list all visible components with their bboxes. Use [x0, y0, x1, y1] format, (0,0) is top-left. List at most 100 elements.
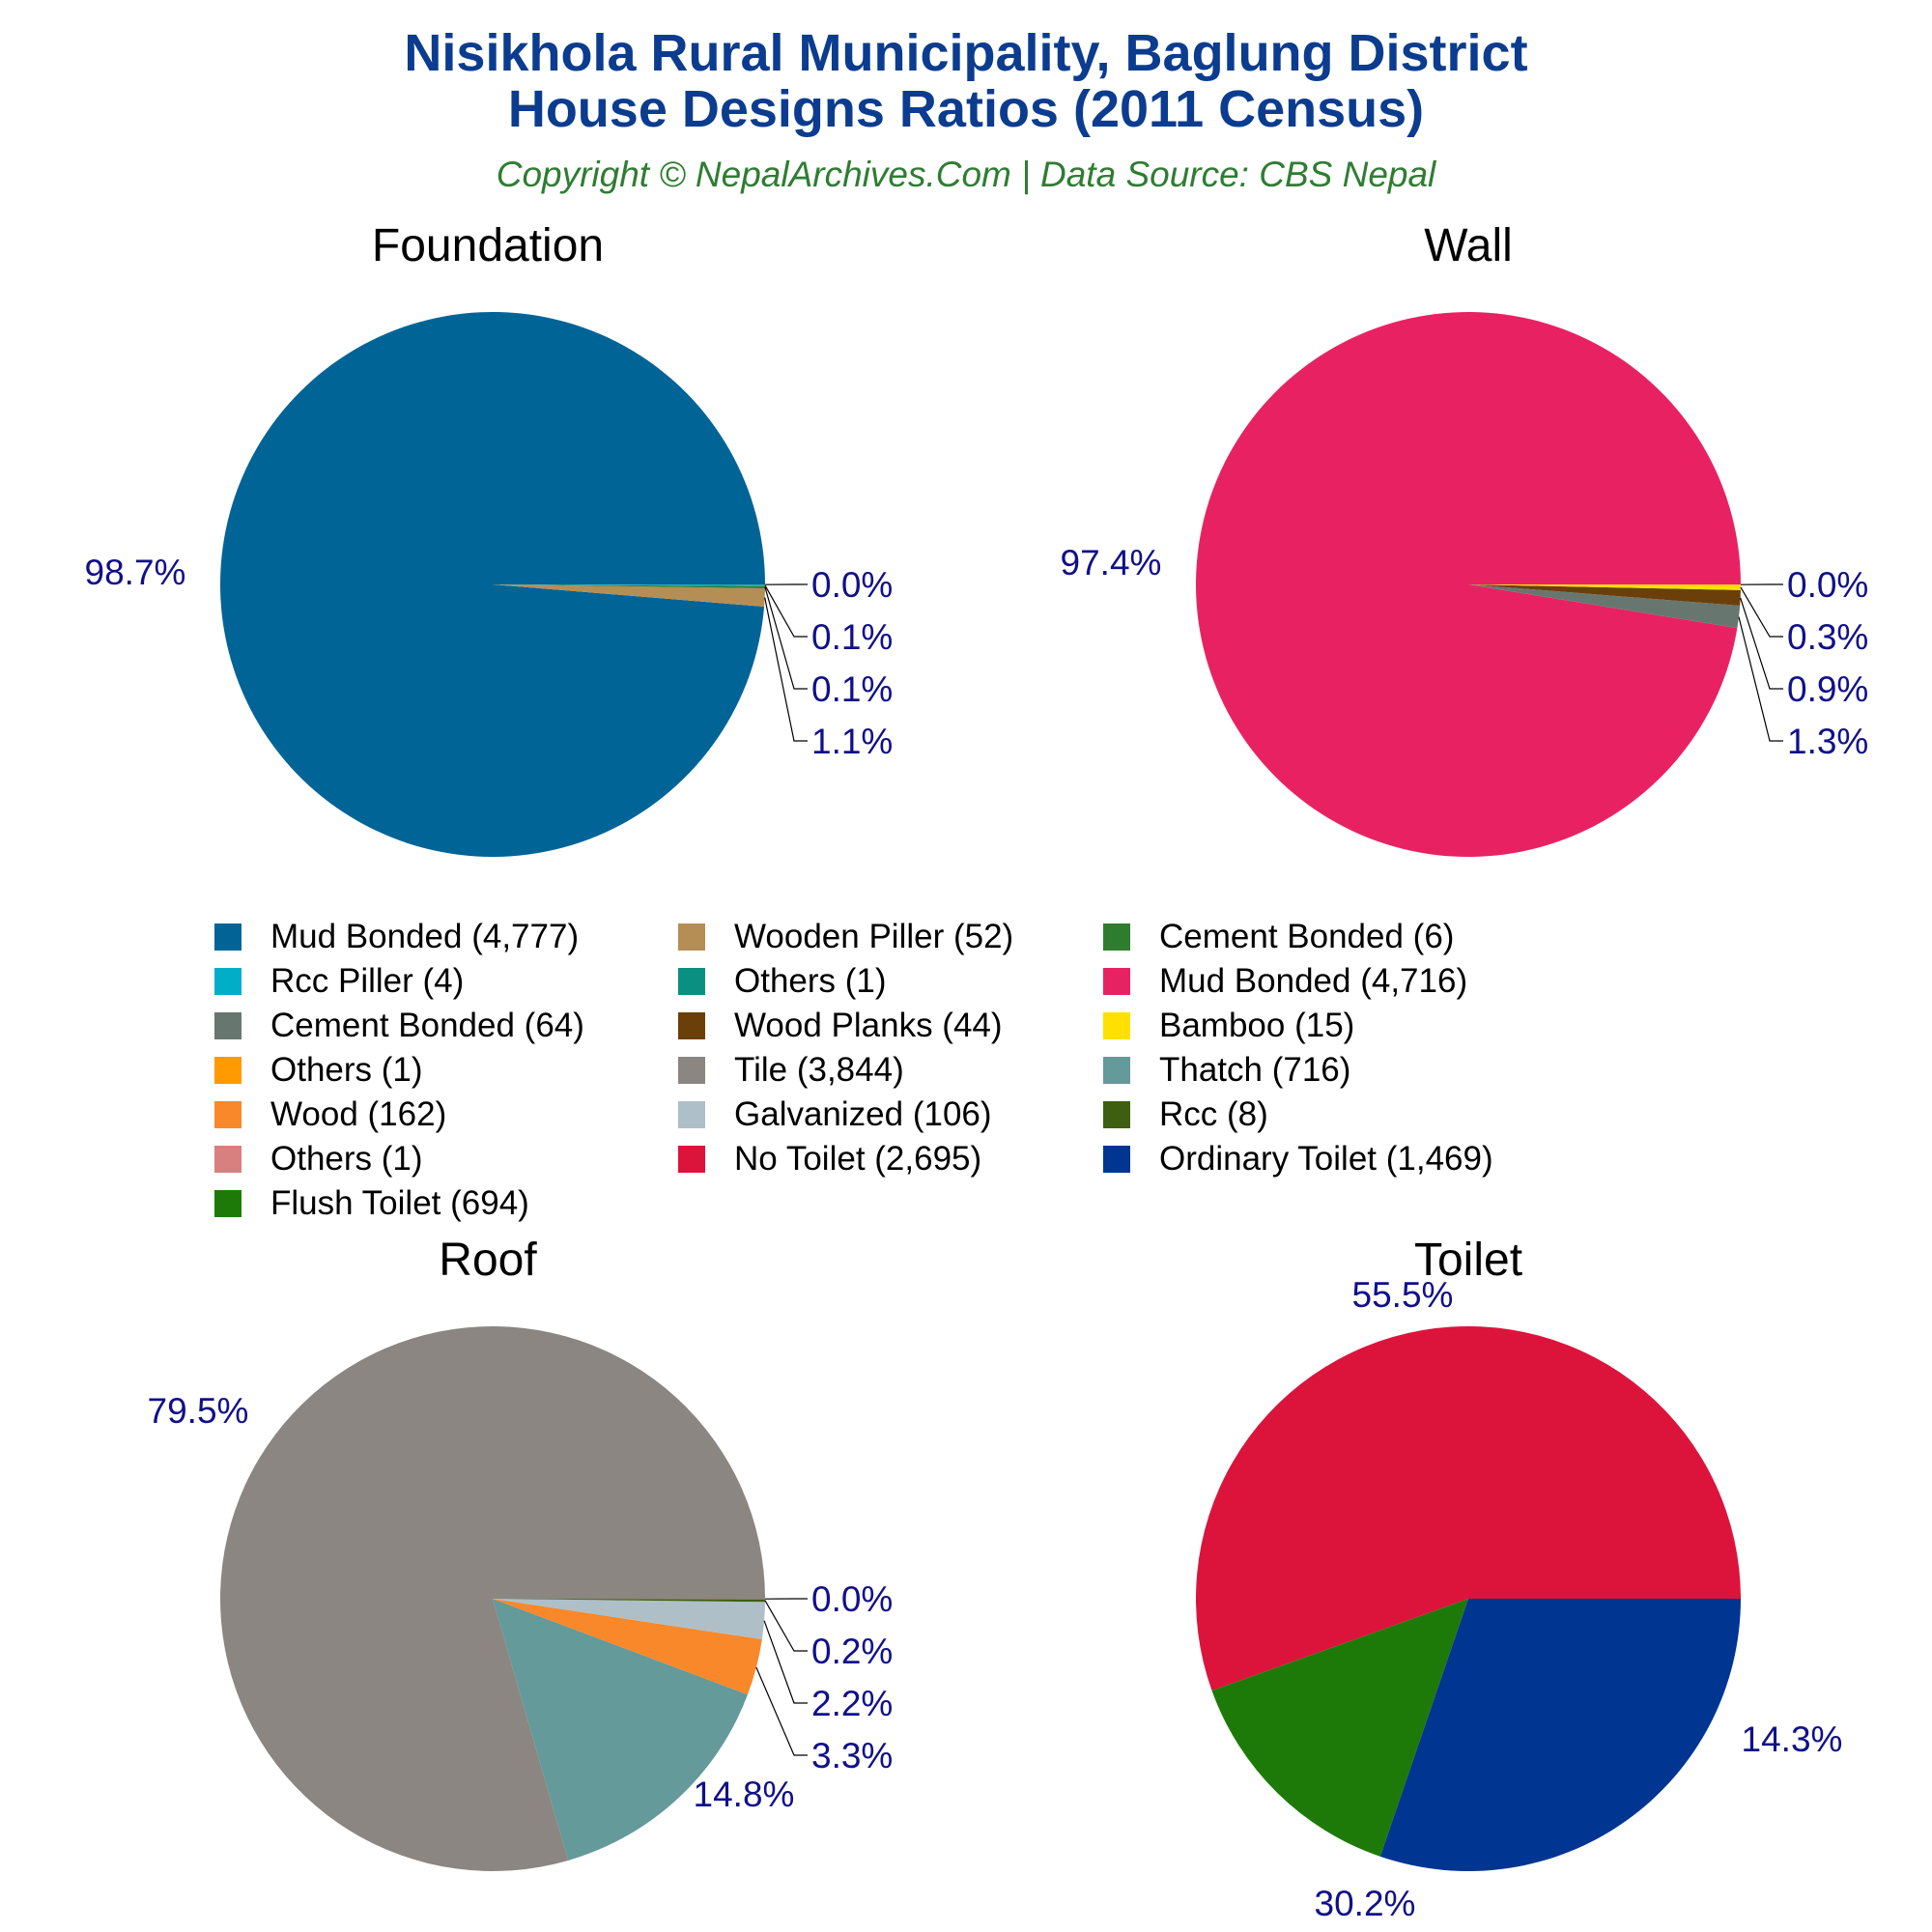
pct-label: 1.1% — [811, 722, 893, 761]
pie-title: Toilet — [1414, 1235, 1522, 1286]
pie-title: Roof — [439, 1235, 537, 1286]
legend-swatch — [214, 1057, 242, 1084]
slice-bamboo — [1468, 584, 1741, 590]
legend-swatch — [678, 1012, 705, 1039]
pie-title: Foundation — [372, 220, 604, 271]
legend-swatch — [214, 1146, 242, 1173]
callout-line — [1740, 597, 1783, 690]
slice-no-toilet — [1195, 1325, 1741, 1691]
legend-label: Wood Planks (44) — [734, 1007, 1003, 1044]
pie-foundation: Foundation 98.7% 0.0% 0.1% 0.1% 1.1% — [85, 220, 893, 857]
legend-swatch — [214, 1101, 242, 1128]
legend-swatch — [678, 1101, 705, 1128]
legend-label: Wood (162) — [270, 1095, 447, 1133]
legend-label: Others (1) — [270, 1140, 423, 1178]
pct-label: 55.5% — [1352, 1275, 1454, 1315]
slice-mud-bonded — [1195, 311, 1741, 857]
callout-line — [1740, 586, 1783, 638]
title-line-2: House Designs Ratios (2011 Census) — [507, 80, 1425, 138]
legend-label: Cement Bonded (6) — [1159, 918, 1455, 955]
legend-swatch — [1103, 1101, 1130, 1128]
pct-label: 30.2% — [1315, 1884, 1416, 1923]
legend-item: Wooden Piller (52) — [678, 918, 1013, 956]
legend-item: Rcc (8) — [1103, 1095, 1268, 1134]
pct-label: 0.1% — [811, 617, 893, 657]
callout-line — [763, 1620, 808, 1704]
callout-line — [1738, 616, 1783, 742]
legend-label: Tile (3,844) — [734, 1051, 904, 1089]
slice-cement-bonded — [493, 584, 765, 589]
slice-cement-bonded — [1468, 584, 1741, 629]
pct-label: 0.2% — [811, 1632, 893, 1671]
legend-label: Mud Bonded (4,777) — [270, 918, 580, 955]
callout-line — [764, 586, 808, 690]
pie-wall: Wall 97.4% 0.0% 0.3% 0.9% 1.3% — [1061, 220, 1868, 857]
legend-label: Cement Bonded (64) — [270, 1007, 584, 1044]
legend-label: Others (1) — [270, 1051, 423, 1089]
legend-label: Mud Bonded (4,716) — [1159, 962, 1468, 1000]
legend-item: Flush Toilet (694) — [214, 1184, 529, 1223]
slice-ordinary-toilet — [1379, 1599, 1741, 1871]
legend-label: Bamboo (15) — [1159, 1007, 1355, 1044]
legend-swatch — [678, 923, 705, 951]
legend-swatch — [214, 968, 242, 995]
slice-galvanized — [493, 1599, 765, 1639]
legend-item: Cement Bonded (6) — [1103, 918, 1454, 956]
slice-flush-toilet — [1211, 1599, 1468, 1857]
slice-rcc-piller — [493, 584, 765, 586]
legend-item: Tile (3,844) — [678, 1051, 904, 1090]
legend-item: Mud Bonded (4,716) — [1103, 962, 1467, 1001]
callout-line — [755, 1666, 808, 1756]
legend-item: No Toilet (2,695) — [678, 1140, 981, 1179]
slice-tile — [219, 1326, 765, 1872]
pct-label: 79.5% — [148, 1391, 249, 1431]
legend-swatch — [1103, 923, 1130, 951]
legend-swatch — [1103, 1012, 1130, 1039]
legend-item: Mud Bonded (4,777) — [214, 918, 579, 956]
pct-label: 0.1% — [811, 669, 893, 709]
pct-label: 3.3% — [811, 1736, 893, 1776]
legend-item: Wood Planks (44) — [678, 1007, 1003, 1045]
legend-item: Others (1) — [214, 1140, 423, 1179]
pct-label: 0.9% — [1787, 669, 1868, 709]
pct-label: 1.3% — [1787, 722, 1868, 761]
legend-label: Flush Toilet (694) — [270, 1184, 529, 1222]
legend-item: Cement Bonded (64) — [214, 1007, 584, 1045]
legend-label: No Toilet (2,695) — [734, 1140, 982, 1178]
pct-label: 0.0% — [811, 1579, 893, 1619]
chart-subtitle: Copyright © NepalArchives.Com | Data Sou… — [496, 155, 1436, 194]
title-line-1: Nisikhola Rural Municipality, Baglung Di… — [404, 24, 1528, 82]
legend-item: Bamboo (15) — [1103, 1007, 1354, 1045]
legend-swatch — [214, 1012, 242, 1039]
legend-swatch — [214, 923, 242, 951]
legend-swatch — [214, 1190, 242, 1217]
legend-swatch — [1103, 1057, 1130, 1084]
legend-label: Others (1) — [734, 962, 887, 1000]
pct-label: 14.8% — [694, 1775, 795, 1814]
legend-label: Thatch (716) — [1159, 1051, 1351, 1089]
pie-roof: Roof 79.5% 14.8% 0.0% 0.2% 2.2% 3.3% — [148, 1235, 893, 1872]
slice-thatch — [493, 1599, 748, 1861]
legend-label: Galvanized (106) — [734, 1095, 992, 1133]
legend-swatch — [1103, 968, 1130, 995]
pct-label: 2.2% — [811, 1684, 893, 1723]
pct-label: 97.4% — [1061, 543, 1162, 582]
legend-item: Ordinary Toilet (1,469) — [1103, 1140, 1493, 1179]
pct-label: 14.3% — [1742, 1719, 1843, 1759]
legend-swatch — [678, 968, 705, 995]
legend-swatch — [678, 1057, 705, 1084]
chart-title: Nisikhola Rural Municipality, Baglung Di… — [0, 25, 1932, 137]
legend-item: Others (1) — [214, 1051, 423, 1090]
pct-label: 0.0% — [1787, 565, 1868, 605]
legend-swatch — [1103, 1146, 1130, 1173]
slice-rcc — [493, 1599, 765, 1603]
slice-wood-planks — [1468, 584, 1741, 606]
pct-label: 0.0% — [811, 565, 893, 605]
legend-item: Wood (162) — [214, 1095, 446, 1134]
legend-item: Galvanized (106) — [678, 1095, 992, 1134]
pct-label: 98.7% — [85, 553, 186, 592]
legend-item: Thatch (716) — [1103, 1051, 1350, 1090]
legend-swatch — [678, 1146, 705, 1173]
